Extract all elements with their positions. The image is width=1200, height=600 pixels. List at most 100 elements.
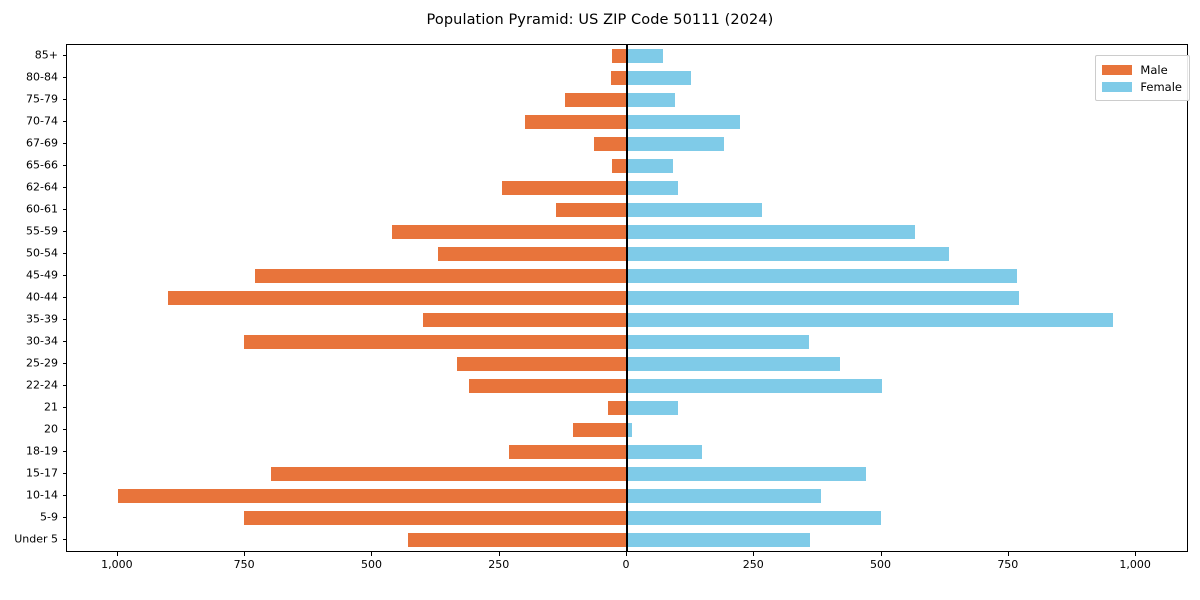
bar-female[interactable] bbox=[627, 511, 881, 525]
bar-male[interactable] bbox=[610, 71, 627, 85]
bar-row bbox=[67, 467, 1187, 481]
x-axis-tick-label: 1,000 bbox=[101, 558, 133, 571]
x-axis-tick-label: 0 bbox=[622, 558, 630, 571]
x-axis-tick-label: 500 bbox=[360, 558, 382, 571]
legend: Male Female bbox=[1095, 55, 1190, 101]
bar-female[interactable] bbox=[627, 445, 703, 459]
bar-male[interactable] bbox=[255, 269, 627, 283]
bar-male[interactable] bbox=[167, 291, 627, 305]
y-axis-tick-mark bbox=[62, 275, 66, 276]
bar-female[interactable] bbox=[627, 357, 840, 371]
y-axis-tick-label: 60-61 bbox=[26, 202, 58, 216]
x-axis-tick-mark bbox=[244, 552, 246, 556]
y-axis-tick-label: 50-54 bbox=[26, 246, 58, 260]
y-axis-tick-mark bbox=[62, 539, 66, 540]
bar-female[interactable] bbox=[627, 137, 724, 151]
bar-row bbox=[67, 313, 1187, 327]
bar-male[interactable] bbox=[469, 379, 627, 393]
bar-row bbox=[67, 335, 1187, 349]
bar-row bbox=[67, 423, 1187, 437]
bar-male[interactable] bbox=[555, 203, 627, 217]
bar-female[interactable] bbox=[627, 49, 663, 63]
bar-female[interactable] bbox=[627, 181, 678, 195]
bar-male[interactable] bbox=[423, 313, 627, 327]
bar-row bbox=[67, 159, 1187, 173]
bar-female[interactable] bbox=[627, 335, 810, 349]
bar-row bbox=[67, 137, 1187, 151]
y-axis-tick-mark bbox=[62, 495, 66, 496]
bar-female[interactable] bbox=[627, 203, 762, 217]
bar-male[interactable] bbox=[244, 335, 627, 349]
bar-female[interactable] bbox=[627, 269, 1017, 283]
x-axis-tick-mark bbox=[371, 552, 373, 556]
legend-item-female[interactable]: Female bbox=[1102, 78, 1182, 95]
y-axis-tick-mark bbox=[62, 143, 66, 144]
bar-male[interactable] bbox=[270, 467, 627, 481]
y-axis-tick-mark bbox=[62, 363, 66, 364]
bar-female[interactable] bbox=[627, 115, 741, 129]
bar-male[interactable] bbox=[117, 489, 627, 503]
y-axis: 85+ 80-84 75-79 70-74 67-69 65-66 62-64 60-61 55… bbox=[0, 44, 66, 552]
bar-female[interactable] bbox=[627, 313, 1114, 327]
bar-male[interactable] bbox=[457, 357, 627, 371]
bar-row bbox=[67, 203, 1187, 217]
x-axis-tick-mark bbox=[498, 552, 500, 556]
bar-male[interactable] bbox=[437, 247, 627, 261]
bar-male[interactable] bbox=[508, 445, 627, 459]
x-axis: 1,000 750 500 250 0 250 500 750 1,000 bbox=[66, 552, 1188, 592]
bar-female[interactable] bbox=[627, 489, 822, 503]
bar-male[interactable] bbox=[502, 181, 627, 195]
bar-female[interactable] bbox=[627, 159, 673, 173]
y-axis-tick-label: 40-44 bbox=[26, 290, 58, 304]
x-axis-tick-mark bbox=[1135, 552, 1137, 556]
plot-area bbox=[66, 44, 1188, 552]
bar-male[interactable] bbox=[593, 137, 627, 151]
x-axis-tick-label: 750 bbox=[233, 558, 255, 571]
y-axis-tick-label: 30-34 bbox=[26, 334, 58, 348]
bar-row bbox=[67, 489, 1187, 503]
x-axis-tick-label: 750 bbox=[997, 558, 1019, 571]
bar-row bbox=[67, 247, 1187, 261]
bar-row bbox=[67, 379, 1187, 393]
y-axis-tick-mark bbox=[62, 165, 66, 166]
y-axis-tick-label: 70-74 bbox=[26, 114, 58, 128]
y-axis-tick-mark bbox=[62, 473, 66, 474]
y-axis-tick-mark bbox=[62, 319, 66, 320]
legend-item-male[interactable]: Male bbox=[1102, 61, 1182, 78]
y-axis-tick-mark bbox=[62, 429, 66, 430]
bar-male[interactable] bbox=[611, 159, 627, 173]
y-axis-tick-mark bbox=[62, 253, 66, 254]
legend-label-female: Female bbox=[1140, 79, 1182, 94]
bar-female[interactable] bbox=[627, 379, 882, 393]
bar-male[interactable] bbox=[391, 225, 627, 239]
bar-row bbox=[67, 401, 1187, 415]
bar-female[interactable] bbox=[627, 225, 916, 239]
bar-male[interactable] bbox=[572, 423, 627, 437]
bar-female[interactable] bbox=[627, 533, 811, 547]
bar-female[interactable] bbox=[627, 401, 678, 415]
bar-row bbox=[67, 115, 1187, 129]
bar-female[interactable] bbox=[627, 93, 676, 107]
bar-male[interactable] bbox=[608, 401, 627, 415]
bar-female[interactable] bbox=[627, 291, 1019, 305]
y-axis-tick-mark bbox=[62, 341, 66, 342]
bar-male[interactable] bbox=[525, 115, 627, 129]
bar-male[interactable] bbox=[244, 511, 627, 525]
x-axis-tick-label: 500 bbox=[870, 558, 892, 571]
y-axis-tick-mark bbox=[62, 77, 66, 78]
bar-row bbox=[67, 533, 1187, 547]
y-axis-tick-mark bbox=[62, 99, 66, 100]
y-axis-tick-mark bbox=[62, 121, 66, 122]
bar-male[interactable] bbox=[564, 93, 627, 107]
bar-female[interactable] bbox=[627, 467, 867, 481]
bar-male[interactable] bbox=[408, 533, 627, 547]
bar-female[interactable] bbox=[627, 247, 949, 261]
y-axis-tick-label: 10-14 bbox=[26, 488, 58, 502]
bar-female[interactable] bbox=[627, 423, 633, 437]
bar-female[interactable] bbox=[627, 71, 691, 85]
legend-swatch-female-icon bbox=[1102, 81, 1133, 92]
bars-layer bbox=[67, 45, 1187, 551]
y-axis-tick-label: 67-69 bbox=[26, 136, 58, 150]
bar-male[interactable] bbox=[611, 49, 627, 63]
